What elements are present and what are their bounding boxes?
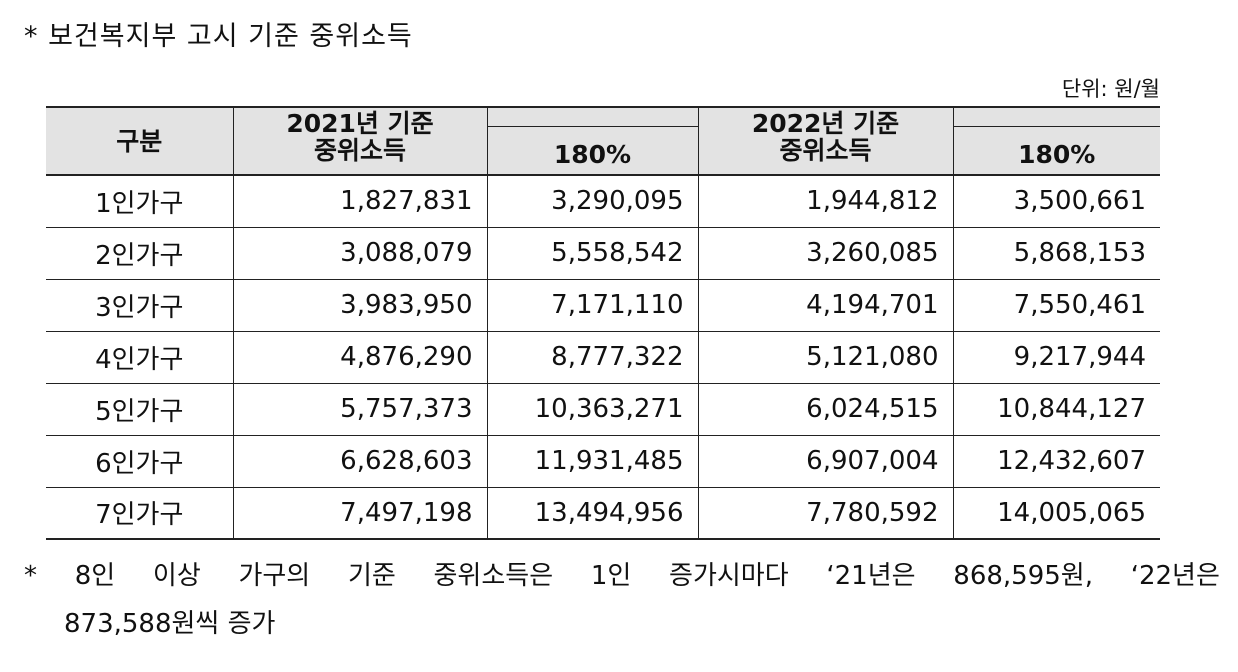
pct-2022-cell: 9,217,944 xyxy=(952,331,1160,384)
header-category: 구분 xyxy=(46,106,233,176)
median-income-table: 구분 2021년 기준 중위소득 180% 2022년 기준 중위소득 180%… xyxy=(46,106,1161,540)
page-title: * 보건복지부 고시 기준 중위소득 xyxy=(24,21,413,52)
unit-label: 단위: 원/월 xyxy=(1061,77,1160,101)
pct-2022-cell: 7,550,461 xyxy=(952,279,1160,332)
header-2022-median: 2022년 기준 중위소득 xyxy=(697,106,953,176)
footnote-bullet: * xyxy=(24,561,37,591)
median-2022-cell: 1,944,812 xyxy=(697,175,953,228)
header-2021-pct: 180% xyxy=(486,106,698,176)
footnote-line-1: * 8인 이상 가구의 기준 중위소득은 1인 증가시마다 ‘21년은 868,… xyxy=(24,552,1220,600)
median-2021-cell: 7,497,198 xyxy=(232,487,487,540)
pct-2021-cell: 13,494,956 xyxy=(486,487,698,540)
footnote-word: 증가시마다 xyxy=(669,561,789,591)
header-2021-median: 2021년 기준 중위소득 xyxy=(232,106,487,176)
footnote-word: 1인 xyxy=(590,561,632,591)
row-category: 2인가구 xyxy=(46,227,233,280)
median-2022-cell: 7,780,592 xyxy=(697,487,953,540)
header-2021-line1: 2021년 기준 xyxy=(286,109,434,138)
footnote-line-2: 873,588원씩 증가 xyxy=(64,609,276,639)
median-2021-cell: 3,983,950 xyxy=(232,279,487,332)
pct-2021-cell: 8,777,322 xyxy=(486,331,698,384)
median-2021-cell: 5,757,373 xyxy=(232,383,487,436)
table-header-row: 구분 2021년 기준 중위소득 180% 2022년 기준 중위소득 180% xyxy=(46,106,1161,176)
footnote-word: 가구의 xyxy=(238,561,311,591)
table-row: 2인가구 3,088,079 5,558,542 3,260,085 5,868… xyxy=(46,227,1160,280)
pct-2021-cell: 10,363,271 xyxy=(486,383,698,436)
footnote-word: ‘21년은 xyxy=(826,561,916,591)
header-2022-line1: 2022년 기준 xyxy=(751,109,900,138)
median-2022-cell: 5,121,080 xyxy=(697,331,953,384)
row-category: 7인가구 xyxy=(46,487,233,540)
pct-2021-cell: 7,171,110 xyxy=(486,279,698,332)
footnote-word: 기준 xyxy=(347,561,396,591)
table-row: 5인가구 5,757,373 10,363,271 6,024,515 10,8… xyxy=(46,383,1160,436)
median-2022-cell: 3,260,085 xyxy=(697,227,953,280)
row-category: 6인가구 xyxy=(46,435,233,488)
median-2021-cell: 1,827,831 xyxy=(232,175,487,228)
pct-2022-cell: 10,844,127 xyxy=(952,383,1160,436)
row-category: 5인가구 xyxy=(46,383,233,436)
median-2021-cell: 3,088,079 xyxy=(232,227,487,280)
pct-2022-cell: 12,432,607 xyxy=(952,435,1160,488)
footnote-word: 868,595원, xyxy=(953,561,1093,591)
footnote-word: ‘22년은 xyxy=(1130,561,1220,591)
pct-2022-cell: 5,868,153 xyxy=(952,227,1160,280)
median-2022-cell: 6,907,004 xyxy=(697,435,953,488)
table-row: 7인가구 7,497,198 13,494,956 7,780,592 14,0… xyxy=(46,487,1160,540)
header-2022-pct: 180% xyxy=(952,106,1161,176)
pct-2022-cell: 3,500,661 xyxy=(952,175,1160,228)
median-2021-cell: 4,876,290 xyxy=(232,331,487,384)
header-2021-line2: 중위소득 xyxy=(313,136,406,165)
footnote: * 8인 이상 가구의 기준 중위소득은 1인 증가시마다 ‘21년은 868,… xyxy=(24,552,1220,648)
row-category: 1인가구 xyxy=(46,175,233,228)
pct-2021-cell: 3,290,095 xyxy=(486,175,698,228)
row-category: 3인가구 xyxy=(46,279,233,332)
pct-2022-cell: 14,005,065 xyxy=(952,487,1160,540)
footnote-word: 8인 xyxy=(74,561,116,591)
row-category: 4인가구 xyxy=(46,331,233,384)
table-row: 6인가구 6,628,603 11,931,485 6,907,004 12,4… xyxy=(46,435,1160,488)
pct-2021-cell: 5,558,542 xyxy=(486,227,698,280)
table-row: 1인가구 1,827,831 3,290,095 1,944,812 3,500… xyxy=(46,175,1160,228)
table-row: 3인가구 3,983,950 7,171,110 4,194,701 7,550… xyxy=(46,279,1160,332)
median-2021-cell: 6,628,603 xyxy=(232,435,487,488)
pct-2021-cell: 11,931,485 xyxy=(486,435,698,488)
table-row: 4인가구 4,876,290 8,777,322 5,121,080 9,217… xyxy=(46,331,1160,384)
median-2022-cell: 6,024,515 xyxy=(697,383,953,436)
footnote-word: 중위소득은 xyxy=(433,561,554,591)
header-2022-line2: 중위소득 xyxy=(779,136,872,165)
footnote-word: 이상 xyxy=(152,561,201,591)
median-2022-cell: 4,194,701 xyxy=(697,279,953,332)
